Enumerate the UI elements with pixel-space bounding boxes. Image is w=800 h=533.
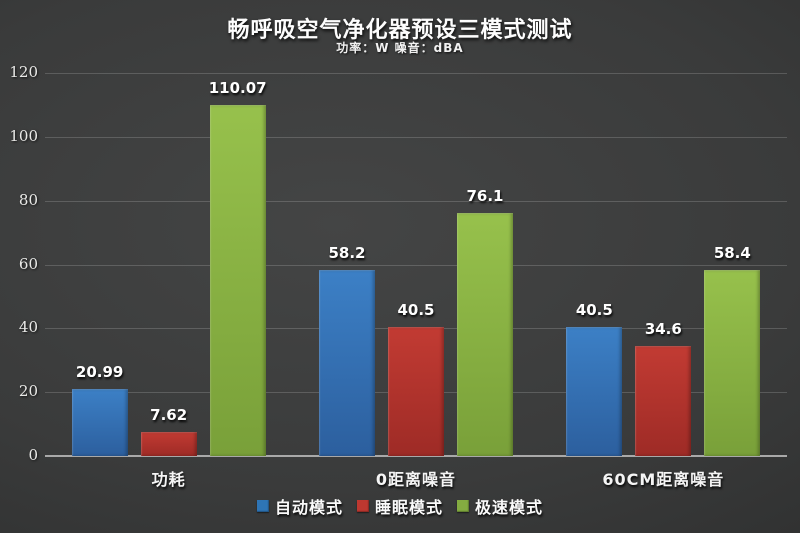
bar-value-label: 7.62	[150, 405, 188, 424]
legend-label: 极速模式	[475, 498, 544, 517]
chart-subtitle: 功率：W 噪音：dBA	[336, 41, 464, 55]
y-tick-label-40: 40	[18, 318, 38, 337]
category-label-0: 功耗	[151, 470, 186, 489]
y-tick-label-0: 0	[28, 446, 38, 464]
bar-睡眠模式-功耗	[140, 431, 197, 456]
legend-label: 睡眠模式	[374, 498, 443, 517]
y-tick-label-20: 20	[18, 382, 38, 401]
legend: 自动模式 睡眠模式 极速模式	[0, 495, 800, 517]
legend-swatch-icon	[457, 500, 469, 512]
legend-item-睡眠模式: 睡眠模式	[356, 494, 443, 518]
y-tick-label-100: 100	[9, 126, 38, 145]
category-label-1: 0距离噪音	[375, 470, 457, 489]
bar-自动模式-功耗	[71, 389, 128, 456]
chart-title: 畅呼吸空气净化器预设三模式测试	[227, 18, 573, 43]
legend-item-极速模式: 极速模式	[457, 494, 543, 518]
gridline-60	[45, 264, 787, 266]
bar-value-label: 20.99	[75, 363, 124, 381]
bar-睡眠模式-0距离噪音	[388, 326, 444, 456]
bar-value-label: 40.5	[397, 300, 435, 319]
legend-swatch-icon	[356, 500, 369, 512]
gridline-100	[45, 136, 787, 138]
y-tick-label-120: 120	[9, 63, 38, 81]
category-label-2: 60CM距离噪音	[602, 470, 725, 489]
bar-value-label: 110.07	[208, 78, 267, 97]
bar-自动模式-0距离噪音	[319, 270, 375, 456]
legend-item-自动模式: 自动模式	[256, 494, 343, 518]
bar-value-label: 40.5	[575, 300, 613, 319]
bar-自动模式-60CM距离噪音	[566, 326, 623, 456]
bar-value-label: 34.6	[644, 319, 682, 338]
gridline-80	[45, 200, 787, 202]
y-tick-label-60: 60	[18, 254, 38, 273]
bar-value-label: 58.2	[328, 244, 366, 263]
bar-睡眠模式-60CM距离噪音	[635, 345, 692, 456]
y-tick-label-80: 80	[18, 190, 38, 209]
bar-value-label: 58.4	[713, 243, 751, 262]
bar-极速模式-功耗	[209, 104, 266, 456]
bar-极速模式-0距离噪音	[457, 213, 513, 456]
gridline-120	[45, 73, 787, 74]
bar-极速模式-60CM距离噪音	[704, 269, 761, 456]
legend-label: 自动模式	[274, 498, 343, 517]
x-axis-line	[45, 455, 787, 457]
bar-value-label: 76.1	[466, 187, 504, 206]
legend-swatch-icon	[256, 500, 269, 512]
